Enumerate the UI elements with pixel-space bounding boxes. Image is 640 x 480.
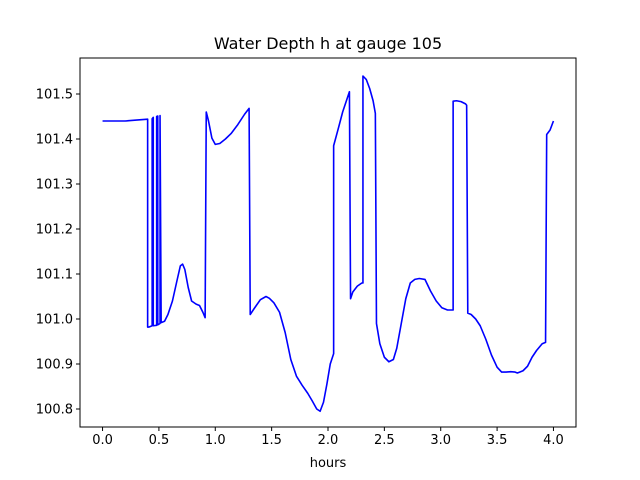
chart-title: Water Depth h at gauge 105	[214, 34, 442, 53]
y-tick-label: 101.3	[36, 178, 73, 193]
x-tick-label: 2.5	[374, 433, 395, 448]
plot-area	[102, 75, 555, 413]
y-tick-label: 101.4	[36, 133, 73, 148]
y-tick-label: 101.2	[36, 223, 73, 238]
x-tick-label: 2.0	[318, 433, 339, 448]
y-tick-label: 101.5	[36, 88, 73, 103]
x-tick-label: 4.0	[543, 433, 564, 448]
plot-frame	[79, 57, 577, 428]
x-tick-label: 3.0	[430, 433, 451, 448]
y-tick-label: 101.1	[36, 268, 73, 283]
x-axis: 0.0 0.5 1.0 1.5 2.0 2.5 3.0 3.5 4.0	[92, 427, 564, 448]
series-line-1	[102, 75, 555, 413]
x-tick-label: 0.5	[149, 433, 170, 448]
y-axis: 100.8 100.9 101.0 101.1 101.2 101.3 101.4 101.5	[36, 88, 80, 418]
x-tick-label: 1.0	[205, 433, 226, 448]
x-tick-label: 1.5	[261, 433, 282, 448]
y-tick-label: 100.9	[36, 358, 73, 373]
x-axis-label: hours	[310, 456, 347, 471]
y-tick-label: 101.0	[36, 313, 73, 328]
x-tick-label: 0.0	[92, 433, 113, 448]
x-tick-label: 3.5	[487, 433, 508, 448]
y-tick-label: 100.8	[36, 403, 73, 418]
